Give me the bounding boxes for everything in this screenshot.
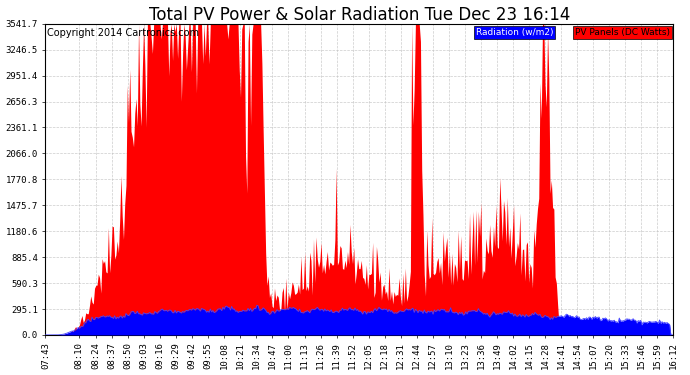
Text: Copyright 2014 Cartronics.com: Copyright 2014 Cartronics.com [47, 28, 199, 38]
Text: Radiation (w/m2): Radiation (w/m2) [475, 28, 553, 38]
Text: PV Panels (DC Watts): PV Panels (DC Watts) [575, 28, 670, 38]
Title: Total PV Power & Solar Radiation Tue Dec 23 16:14: Total PV Power & Solar Radiation Tue Dec… [149, 6, 570, 24]
